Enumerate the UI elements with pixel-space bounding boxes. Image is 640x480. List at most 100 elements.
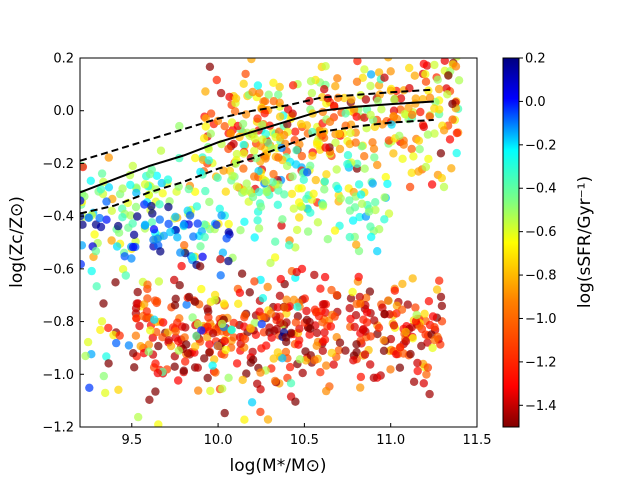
scatter-point [171,294,180,303]
scatter-point [367,232,376,242]
scatter-point [253,379,262,388]
scatter-point [171,333,180,342]
scatter-point [101,388,110,398]
scatter-point [294,184,303,193]
scatter-point [140,300,149,309]
scatter-point [286,379,296,388]
scatter-point [366,332,375,341]
scatter-point [239,149,248,158]
scatter-point [156,247,165,256]
scatter-point [427,180,437,189]
scatter-point [136,342,145,351]
scatter-point [247,58,256,64]
scatter-point [118,265,128,274]
scatter-point [334,346,343,355]
scatter-point [102,215,111,224]
scatter-point [300,294,309,303]
scatter-point [345,232,354,242]
scatter-point [377,105,386,114]
scatter-point [115,331,124,340]
scatter-point [355,212,364,222]
scatter-point [295,324,304,333]
scatter-point [196,167,205,177]
upper-percentile-line [80,88,434,162]
plot-frame [79,57,478,428]
scatter-point [199,134,209,143]
scatter-point [359,325,368,334]
scatter-point [196,242,205,251]
scatter-point [346,294,356,303]
y-tick-label: −0.8 [42,315,74,330]
scatter-point [154,420,163,427]
scatter-point [414,136,424,145]
colorbar-tick-label: −0.4 [525,182,557,197]
median-line [80,100,434,194]
scatter-point [408,334,417,343]
scatter-point [395,131,404,140]
scatter-point [311,175,320,185]
scatter-point [182,300,191,309]
scatter-point [225,92,234,102]
colorbar-tick-label: −0.6 [525,225,557,240]
scatter-point [447,164,456,173]
x-tick-label: 9.5 [121,433,142,448]
scatter-point [175,281,184,290]
scatter-point [262,187,271,197]
scatter-point [280,190,289,199]
scatter-point [309,189,318,198]
colorbar-label: log(sSFR/Gyr⁻¹) [575,176,595,308]
scatter-point [306,324,315,333]
scatter-point [430,60,439,70]
scatter-point [146,326,155,335]
scatter-point [254,187,264,197]
scatter-point [383,179,392,189]
scatter-point [389,112,398,121]
scatter-point [425,112,434,121]
scatter-point [128,219,137,228]
scatter-point [211,368,220,377]
scatter-point [206,386,215,396]
scatter-point [273,200,282,209]
y-tick-label: −0.6 [42,262,74,277]
scatter-point [87,266,96,276]
scatter-point [245,186,254,195]
scatter-point [373,160,382,170]
scatter-point [224,144,233,154]
scatter-point [320,335,330,344]
scatter-point [254,224,264,233]
scatter-point [434,84,444,94]
scatter-point [245,288,254,297]
scatter-point [224,256,233,266]
scatter-point [330,312,339,321]
scatter-point [266,258,275,268]
scatter-point [130,363,139,372]
scatter-point [417,341,426,351]
scatter-point [126,180,135,190]
scatter-point [371,205,380,215]
scatter-point [80,260,85,269]
scatter-point [416,107,425,117]
y-tick-label: −1.2 [42,421,74,436]
scatter-point [246,358,255,367]
scatter-point [250,233,259,242]
scatter-point [357,142,366,151]
scatter-point [379,336,388,345]
scatter-point [428,312,438,321]
scatter-point [255,88,264,98]
scatter-point [407,144,416,154]
scatter-point [389,149,398,158]
scatter-point [409,152,418,161]
scatter-point [203,373,212,383]
scatter-point [256,407,265,417]
scatter-point [144,340,154,349]
scatter-point [104,359,113,368]
scatter-point [345,304,354,313]
scatter-point [222,234,231,243]
scatter-point [280,303,289,312]
scatter-point [336,194,345,203]
scatter-point [316,368,325,377]
scatter-points [80,58,464,427]
scatter-point [193,363,202,372]
scatter-point [313,218,323,227]
scatter-point [365,287,375,296]
